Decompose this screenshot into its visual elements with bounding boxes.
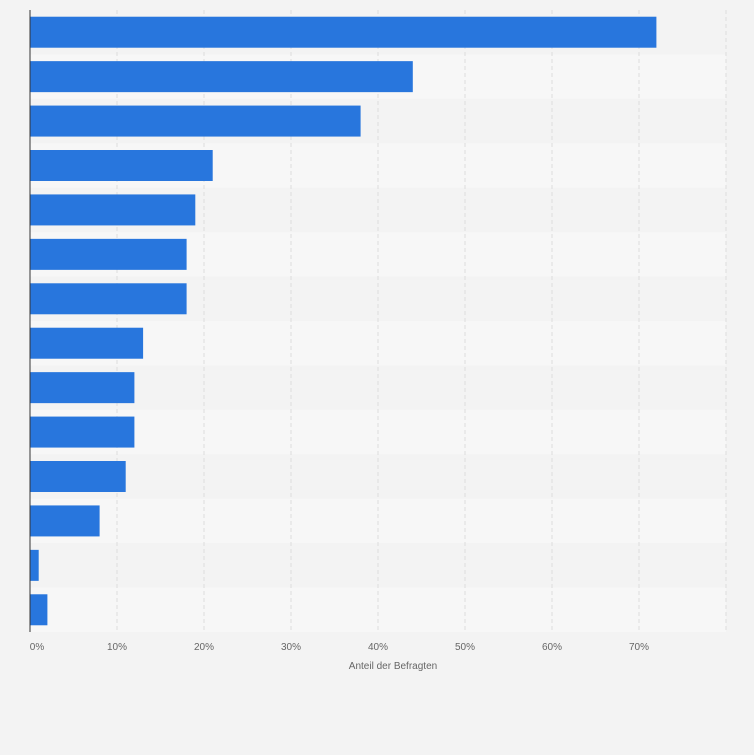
bar[interactable] <box>30 505 100 537</box>
bar[interactable] <box>30 16 657 48</box>
bar[interactable] <box>30 372 135 404</box>
bar[interactable] <box>30 327 144 359</box>
x-tick-label: 30% <box>281 642 301 653</box>
x-tick-label: 40% <box>368 642 388 653</box>
bar[interactable] <box>30 461 126 492</box>
x-tick-label: 50% <box>455 642 475 653</box>
x-tick-label: 70% <box>629 642 649 653</box>
x-tick-label: 0% <box>30 642 45 653</box>
bars-group <box>30 16 657 626</box>
gridlines <box>116 10 727 632</box>
x-tick-label: 20% <box>194 642 214 653</box>
bar[interactable] <box>30 283 187 315</box>
x-axis-label: Anteil der Befragten <box>349 661 437 672</box>
bar[interactable] <box>30 594 48 626</box>
bar[interactable] <box>30 416 135 448</box>
bar[interactable] <box>30 238 187 270</box>
x-tick-label: 60% <box>542 642 562 653</box>
x-axis-ticks: 0% 10% 20% 30% 40% 50% 60% 70% <box>30 642 649 653</box>
bar[interactable] <box>30 549 39 581</box>
bar[interactable] <box>30 194 196 226</box>
bar[interactable] <box>30 105 361 137</box>
x-tick-label: 10% <box>107 642 127 653</box>
bar[interactable] <box>30 150 213 181</box>
bar[interactable] <box>30 61 413 93</box>
